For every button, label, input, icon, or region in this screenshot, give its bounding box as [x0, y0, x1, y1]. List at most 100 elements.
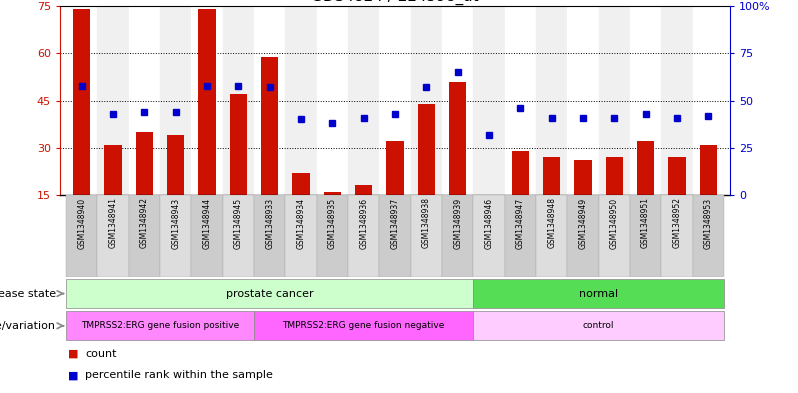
Text: GSM1348940: GSM1348940: [77, 197, 86, 248]
Bar: [473, 6, 504, 195]
Bar: [630, 6, 662, 195]
Bar: [286, 6, 317, 195]
Text: GSM1348934: GSM1348934: [297, 197, 306, 248]
Text: GSM1348950: GSM1348950: [610, 197, 618, 248]
Bar: [512, 151, 529, 195]
Text: GSM1348941: GSM1348941: [109, 197, 117, 248]
Text: percentile rank within the sample: percentile rank within the sample: [85, 370, 273, 380]
Text: genotype/variation: genotype/variation: [0, 321, 56, 331]
Bar: [473, 311, 724, 340]
Bar: [480, 195, 498, 217]
Text: prostate cancer: prostate cancer: [226, 288, 314, 299]
Bar: [567, 6, 598, 195]
Bar: [317, 6, 348, 195]
Text: GSM1348943: GSM1348943: [172, 197, 180, 248]
Bar: [700, 145, 717, 195]
Bar: [575, 160, 591, 195]
Bar: [286, 195, 317, 277]
Bar: [442, 6, 473, 195]
Text: TMPRSS2:ERG gene fusion positive: TMPRSS2:ERG gene fusion positive: [81, 321, 239, 330]
Bar: [97, 195, 128, 277]
Text: control: control: [583, 321, 614, 330]
Bar: [504, 195, 536, 277]
Bar: [668, 157, 685, 195]
Bar: [379, 195, 411, 277]
Bar: [473, 279, 724, 308]
Bar: [128, 195, 160, 277]
Text: GSM1348939: GSM1348939: [453, 197, 462, 248]
Text: GSM1348942: GSM1348942: [140, 197, 149, 248]
Bar: [73, 9, 90, 195]
Bar: [223, 6, 254, 195]
Bar: [160, 6, 192, 195]
Bar: [630, 195, 662, 277]
Text: ■: ■: [68, 370, 78, 380]
Bar: [192, 195, 223, 277]
Bar: [292, 173, 310, 195]
Bar: [606, 157, 623, 195]
Text: normal: normal: [579, 288, 618, 299]
Bar: [473, 195, 504, 277]
Text: GSM1348947: GSM1348947: [516, 197, 525, 248]
Bar: [66, 195, 97, 277]
Text: TMPRSS2:ERG gene fusion negative: TMPRSS2:ERG gene fusion negative: [282, 321, 444, 330]
Text: GSM1348946: GSM1348946: [484, 197, 493, 248]
Bar: [536, 195, 567, 277]
Bar: [662, 6, 693, 195]
Bar: [449, 82, 466, 195]
Text: GSM1348935: GSM1348935: [328, 197, 337, 248]
Bar: [105, 145, 122, 195]
Bar: [66, 311, 254, 340]
Bar: [317, 195, 348, 277]
Bar: [66, 6, 97, 195]
Text: count: count: [85, 349, 117, 359]
Bar: [411, 6, 442, 195]
Text: GSM1348933: GSM1348933: [265, 197, 275, 248]
Title: GDS4824 / 224598_at: GDS4824 / 224598_at: [311, 0, 479, 5]
Bar: [254, 311, 473, 340]
Bar: [261, 57, 279, 195]
Bar: [442, 195, 473, 277]
Bar: [662, 195, 693, 277]
Bar: [567, 195, 598, 277]
Bar: [230, 94, 247, 195]
Text: GSM1348953: GSM1348953: [704, 197, 713, 248]
Text: GSM1348945: GSM1348945: [234, 197, 243, 248]
Text: GSM1348938: GSM1348938: [422, 197, 431, 248]
Bar: [254, 6, 286, 195]
Text: GSM1348944: GSM1348944: [203, 197, 211, 248]
Bar: [199, 9, 215, 195]
Text: disease state: disease state: [0, 288, 56, 299]
Bar: [417, 104, 435, 195]
Bar: [66, 279, 473, 308]
Bar: [693, 195, 724, 277]
Bar: [504, 6, 536, 195]
Bar: [97, 6, 128, 195]
Bar: [543, 157, 560, 195]
Text: GSM1348952: GSM1348952: [673, 197, 681, 248]
Bar: [223, 195, 254, 277]
Bar: [324, 192, 341, 195]
Bar: [411, 195, 442, 277]
Bar: [136, 132, 153, 195]
Bar: [348, 195, 379, 277]
Bar: [167, 135, 184, 195]
Text: GSM1348951: GSM1348951: [641, 197, 650, 248]
Text: GSM1348949: GSM1348949: [579, 197, 587, 248]
Bar: [386, 141, 404, 195]
Bar: [160, 195, 192, 277]
Bar: [348, 6, 379, 195]
Text: GSM1348937: GSM1348937: [390, 197, 400, 248]
Bar: [598, 195, 630, 277]
Bar: [536, 6, 567, 195]
Bar: [598, 6, 630, 195]
Bar: [128, 6, 160, 195]
Bar: [192, 6, 223, 195]
Text: GSM1348948: GSM1348948: [547, 197, 556, 248]
Bar: [254, 195, 286, 277]
Text: GSM1348936: GSM1348936: [359, 197, 368, 248]
Text: ■: ■: [68, 349, 78, 359]
Bar: [379, 6, 411, 195]
Bar: [637, 141, 654, 195]
Bar: [355, 185, 373, 195]
